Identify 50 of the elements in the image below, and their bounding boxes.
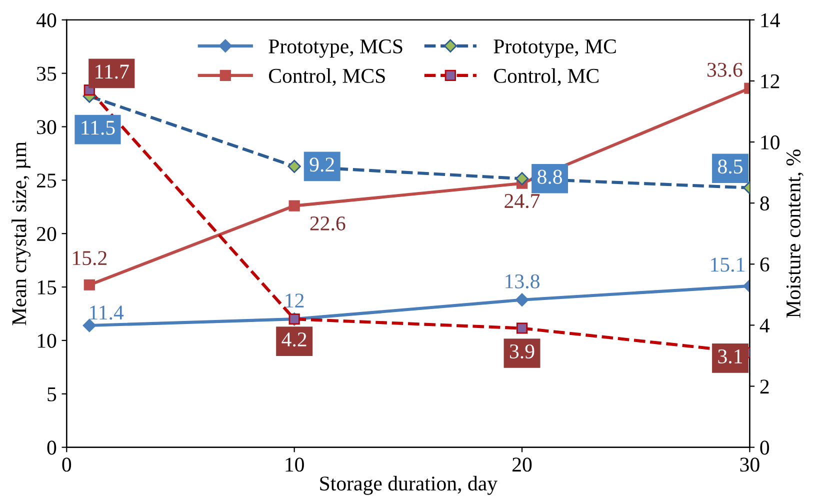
data-label: 11.7 [96,64,129,79]
data-label: 24.7 [504,194,540,208]
legend-label: Control, MC [494,68,598,86]
point [82,318,96,332]
y2-tick-label: 0 [760,440,770,455]
x-tick-label: 0 [62,458,72,472]
data-label: 11.4 [90,306,124,320]
y-tick-label: 15 [38,280,56,294]
y-axis-title: Mean crystal size, µm [12,142,31,326]
data-label: 8.5 [718,160,742,174]
point [84,279,95,290]
y2-tick-label: 12 [761,74,780,88]
data-label: 13.8 [506,274,540,288]
data-label: 9.2 [310,158,334,172]
data-label: 8.8 [538,170,562,184]
data-label: 3.9 [510,344,534,359]
y-tick-label: 30 [37,120,56,134]
point [515,172,529,186]
y-tick-label: 35 [37,66,56,81]
data-label: 4.2 [282,332,306,347]
y2-tick-label: 4 [760,318,770,332]
x-tick-label: 20 [512,458,532,472]
legend-label: Prototype, MCS [268,39,402,58]
y-tick-label: 0 [47,440,56,455]
x-tick-label: 10 [286,458,304,472]
data-label: 12 [286,294,304,308]
y2-tick-label: 6 [760,258,770,272]
y-tick-label: 10 [38,334,56,348]
data-label: 22.6 [310,216,346,231]
y-tick-label: 5 [48,387,56,402]
x-axis-title: Storage duration, day [320,476,498,495]
y2-tick-label: 2 [760,380,769,394]
point [288,160,301,174]
y-tick-label: 25 [37,174,56,188]
y2-tick-label: 14 [761,13,780,28]
legend-label: Control, MCS [268,68,385,86]
point [516,322,528,334]
data-label: 15.1 [711,258,744,272]
y2-axis-title: Moisture content, % [786,150,804,318]
y-tick-label: 40 [36,13,56,28]
y-tick-label: 20 [37,226,56,242]
y2-tick-label: 10 [761,135,780,150]
point [288,200,300,212]
x-tick-label: 30 [740,458,760,472]
data-label: 33.6 [707,62,742,77]
data-label: 3.1 [718,349,742,364]
legend-label: Prototype, MC [494,39,616,58]
data-label: 15.2 [73,251,106,266]
y2-tick-label: 8 [760,196,770,210]
data-label: 11.5 [82,120,115,135]
